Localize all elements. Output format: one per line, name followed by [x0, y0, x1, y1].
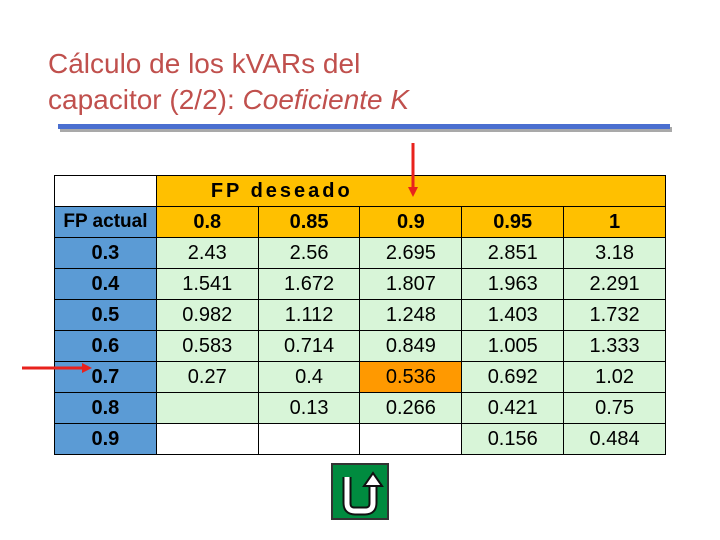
table-cell: 1.672 — [257, 268, 361, 300]
desired-pf-header: FP deseado — [155, 175, 667, 207]
table-cell: 2.291 — [563, 268, 666, 300]
table-cell — [257, 423, 361, 455]
table-cell: 2.695 — [359, 237, 463, 269]
table-cell: 0.982 — [155, 299, 259, 331]
table-row: 0.7 0.27 0.4 0.536 0.692 1.02 — [54, 361, 666, 393]
table-cell — [359, 423, 463, 455]
table-cell: 0.583 — [155, 330, 259, 362]
table-cell: 0.484 — [563, 423, 666, 455]
row-header: 0.4 — [54, 268, 157, 300]
table-cell: 2.43 — [155, 237, 259, 269]
column-header: 0.95 — [461, 206, 565, 238]
table-cell: 3.18 — [563, 237, 666, 269]
column-header: 0.85 — [257, 206, 361, 238]
table-cell: 1.248 — [359, 299, 463, 331]
column-header: 0.8 — [155, 206, 259, 238]
table-cell: 0.13 — [257, 392, 361, 424]
table-cell: 1.02 — [563, 361, 666, 393]
row-header: 0.8 — [54, 392, 157, 424]
row-header: 0.6 — [54, 330, 157, 362]
table-cell: 0.266 — [359, 392, 463, 424]
row-header: 0.5 — [54, 299, 157, 331]
row-header: 0.9 — [54, 423, 157, 455]
table-cell: 1.541 — [155, 268, 259, 300]
table-cell: 1.112 — [257, 299, 361, 331]
row-header: 0.3 — [54, 237, 157, 269]
table-cell: 0.4 — [257, 361, 361, 393]
column-header: 0.9 — [359, 206, 463, 238]
actual-pf-header: FP actual — [54, 206, 157, 238]
table-cell: 2.851 — [461, 237, 565, 269]
column-header-row: FP actual 0.8 0.85 0.9 0.95 1 — [54, 206, 666, 238]
table-cell: 0.849 — [359, 330, 463, 362]
table-row: 0.9 0.156 0.484 — [54, 423, 666, 455]
table-row: 0.6 0.583 0.714 0.849 1.005 1.333 — [54, 330, 666, 362]
table-cell: 0.27 — [155, 361, 259, 393]
slide-title: Cálculo de los kVARs del capacitor (2/2)… — [48, 46, 688, 118]
title-line-2-plain: capacitor (2/2): — [48, 84, 243, 115]
table-row: 0.8 0.13 0.266 0.421 0.75 — [54, 392, 666, 424]
table-row: 0.3 2.43 2.56 2.695 2.851 3.18 — [54, 237, 666, 269]
table-cell: 1.333 — [563, 330, 666, 362]
table-cell: 1.403 — [461, 299, 565, 331]
table-cell: 0.156 — [461, 423, 565, 455]
table-cell: 0.692 — [461, 361, 565, 393]
title-underline — [58, 124, 670, 129]
column-header: 1 — [563, 206, 666, 238]
table-cell: 1.963 — [461, 268, 565, 300]
table-cell: 2.56 — [257, 237, 361, 269]
highlighted-cell: 0.536 — [359, 361, 463, 393]
table-cell — [155, 423, 259, 455]
table-cell: 1.005 — [461, 330, 565, 362]
corner-cell — [54, 175, 157, 207]
table-row: 0.5 0.982 1.112 1.248 1.403 1.732 — [54, 299, 666, 331]
table-cell: 0.75 — [563, 392, 666, 424]
k-coefficient-table: FP deseado FP actual 0.8 0.85 0.9 0.95 1… — [54, 175, 667, 455]
table-cell: 0.421 — [461, 392, 565, 424]
title-line-2-emphasis: Coeficiente K — [242, 84, 410, 115]
table-row: 0.4 1.541 1.672 1.807 1.963 2.291 — [54, 268, 666, 300]
table-cell: 1.732 — [563, 299, 666, 331]
return-arrow-icon — [342, 471, 384, 516]
table-cell — [155, 392, 259, 424]
title-line-2: capacitor (2/2): Coeficiente K — [48, 82, 688, 118]
return-button[interactable] — [331, 463, 389, 520]
table-cell: 0.714 — [257, 330, 361, 362]
table-cell: 1.807 — [359, 268, 463, 300]
title-line-1: Cálculo de los kVARs del — [48, 48, 361, 79]
column-pointer-arrow-icon — [408, 143, 418, 197]
row-pointer-arrow-icon — [22, 363, 92, 373]
